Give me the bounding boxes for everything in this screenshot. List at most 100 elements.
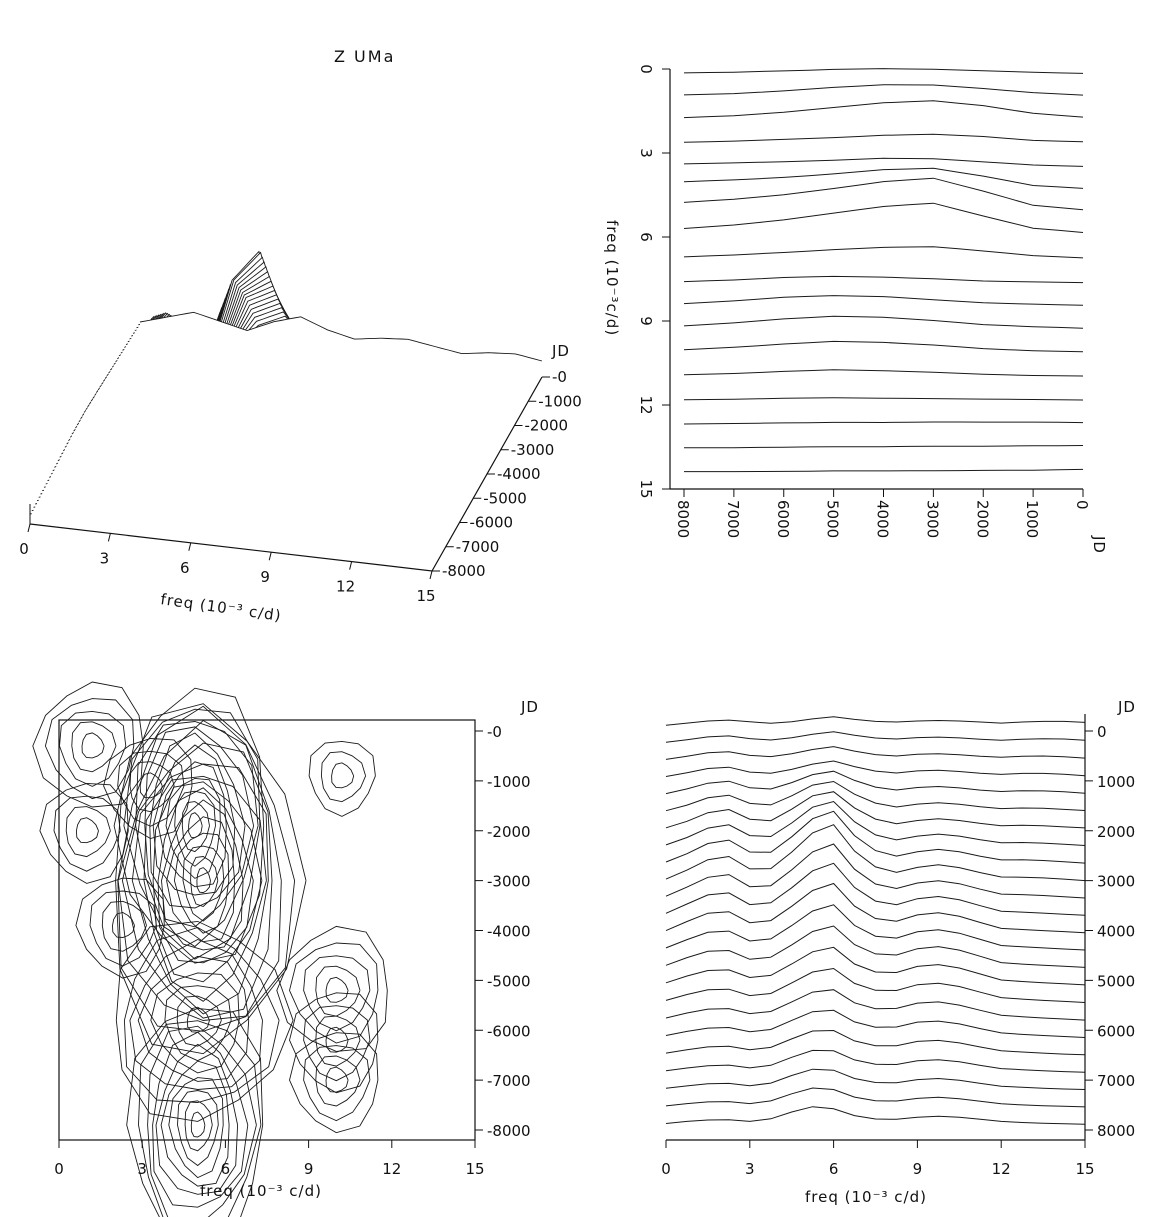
y-tick-label: -4000 bbox=[497, 465, 541, 483]
x-tick-label: 12 bbox=[637, 395, 655, 414]
x-tick-label: 9 bbox=[637, 316, 655, 326]
stack-axes: 0 3 6 9 12 15 0 1000 2000 3000 4000 5000 6000 7000 800… bbox=[661, 714, 1135, 1178]
y-tick-label: -0 bbox=[552, 368, 567, 386]
contour-line bbox=[121, 742, 273, 1019]
contour-line bbox=[325, 1026, 349, 1053]
contour-line bbox=[164, 985, 232, 1062]
spectrum-line bbox=[665, 731, 1086, 743]
contour-line bbox=[325, 1066, 349, 1093]
x-tick bbox=[349, 561, 353, 570]
contour-line bbox=[289, 992, 379, 1094]
contour-line bbox=[71, 721, 117, 773]
spectrum-line bbox=[665, 1009, 1086, 1038]
contour-line bbox=[101, 900, 147, 952]
contour-line bbox=[182, 845, 225, 922]
contour-frame bbox=[58, 719, 476, 1141]
contour-line bbox=[174, 790, 216, 867]
contour-lines bbox=[32, 681, 388, 1217]
spectrum-line bbox=[683, 133, 1084, 143]
x-tick bbox=[429, 570, 433, 580]
contour-line bbox=[39, 782, 129, 884]
contour-line bbox=[152, 1031, 249, 1208]
surface-axes: 0 3 6 9 12 15 -0 -1000 -2000 -3000 -4000 -5000 -6000… bbox=[19, 368, 582, 605]
contour-line bbox=[131, 763, 269, 1015]
y-tick-label: 5000 bbox=[824, 500, 842, 538]
y-axis-title: JD bbox=[1090, 535, 1108, 554]
contour-line bbox=[176, 995, 222, 1047]
contour-line bbox=[139, 772, 163, 799]
y-tick-label: 0 bbox=[1073, 500, 1091, 510]
contour-line bbox=[315, 1055, 361, 1107]
rotated-stack-lines bbox=[683, 68, 1084, 473]
contour-line bbox=[184, 1100, 213, 1152]
x-tick-label: 15 bbox=[416, 587, 435, 605]
contour-line bbox=[89, 890, 157, 967]
x-tick-label: 0 bbox=[54, 1160, 64, 1178]
spectrum-line bbox=[683, 397, 1084, 401]
spectrum-line bbox=[665, 824, 1086, 882]
spectrum-line bbox=[683, 315, 1084, 329]
spectrum-line bbox=[665, 770, 1086, 795]
spectrum-line bbox=[665, 791, 1086, 829]
y-axis-title: JD bbox=[520, 698, 539, 716]
y-tick-label: 6000 bbox=[774, 500, 792, 538]
spectrum-line bbox=[665, 904, 1086, 951]
spectrum-line bbox=[684, 468, 1084, 473]
spectrum-line bbox=[665, 843, 1086, 899]
x-tick-label: 9 bbox=[913, 1160, 923, 1178]
spectrum-line bbox=[683, 275, 1084, 284]
spectrum-line bbox=[683, 177, 1084, 211]
contour-line bbox=[150, 972, 240, 1074]
spectrum-line bbox=[683, 202, 1084, 233]
y-tick-label: -8000 bbox=[487, 1122, 531, 1140]
spectrum-line bbox=[665, 810, 1086, 864]
contour-line bbox=[325, 976, 349, 1003]
spectrum-line bbox=[665, 716, 1086, 726]
spectrum-line bbox=[683, 340, 1084, 353]
stack-lines bbox=[665, 716, 1086, 1125]
contour-line bbox=[331, 762, 355, 789]
y-tick-label: 1000 bbox=[1097, 773, 1135, 791]
contour-line bbox=[166, 816, 236, 943]
contour-panel: 0 3 6 9 12 15 -0 -1000 -2000 -3000 -4000 -5000 -6000… bbox=[32, 681, 539, 1217]
y-tick-label: -4000 bbox=[487, 923, 531, 941]
contour-line bbox=[65, 806, 111, 858]
contour-line bbox=[289, 1032, 379, 1134]
contour-line bbox=[112, 912, 136, 938]
x-tick-label: 3 bbox=[100, 549, 110, 567]
spectrum-line bbox=[683, 84, 1084, 96]
contour-line bbox=[59, 710, 127, 787]
contour-line bbox=[147, 1025, 257, 1217]
contour-line bbox=[155, 1043, 239, 1195]
spectrum-line bbox=[665, 967, 1086, 1003]
x-tick-label: 12 bbox=[336, 578, 355, 596]
x-axis-title: freq (10⁻³ c/d) bbox=[805, 1188, 927, 1206]
contour-line bbox=[186, 1006, 210, 1033]
spectrum-line bbox=[683, 157, 1084, 167]
contour-line bbox=[113, 687, 265, 964]
x-tick-label: 15 bbox=[1075, 1160, 1094, 1178]
plot-title: Z UMa bbox=[334, 47, 395, 66]
x-tick bbox=[107, 533, 111, 542]
y-tick-label: 2000 bbox=[1097, 823, 1135, 841]
contour-line bbox=[157, 761, 227, 888]
x-tick-label: 0 bbox=[637, 64, 655, 74]
contour-line bbox=[303, 1045, 371, 1122]
x-tick-label: 9 bbox=[304, 1160, 314, 1178]
contour-line bbox=[188, 812, 203, 839]
spectrum-line bbox=[683, 246, 1084, 259]
spectrum-line bbox=[683, 68, 1084, 74]
contour-line bbox=[181, 801, 210, 853]
contour-line bbox=[152, 744, 236, 896]
x-tick-label: 3 bbox=[637, 148, 655, 158]
y-tick-label: 4000 bbox=[1097, 923, 1135, 941]
y-tick-label: -6000 bbox=[487, 1022, 531, 1040]
contour-line bbox=[129, 761, 175, 813]
contour-line bbox=[137, 955, 250, 1082]
y-tick-label: -2000 bbox=[525, 417, 569, 435]
contour-line bbox=[123, 708, 261, 960]
x-tick-label: 3 bbox=[137, 1160, 147, 1178]
contour-line bbox=[75, 817, 99, 844]
y-tick-label: -5000 bbox=[487, 972, 531, 990]
y-tick-label: 1000 bbox=[1023, 500, 1041, 538]
